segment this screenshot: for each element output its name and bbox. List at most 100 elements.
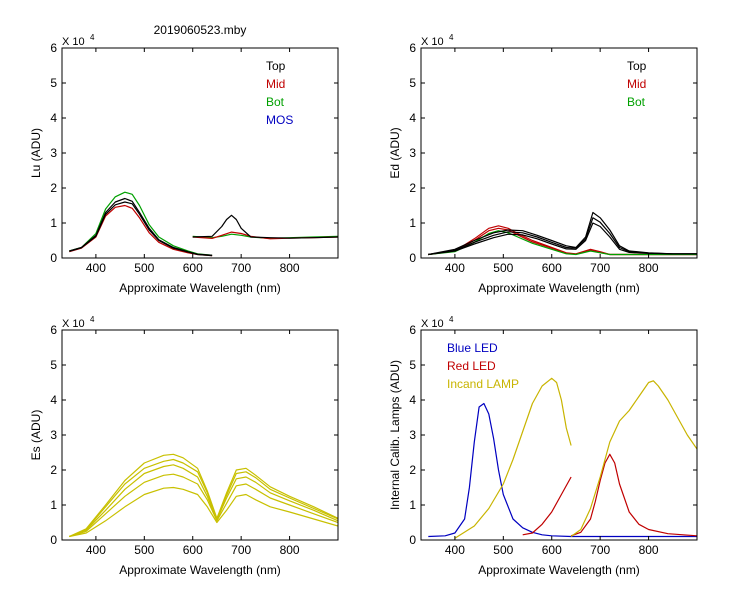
x-tick-label: 400: [445, 543, 465, 557]
chart-ed: 400 500 600 700 800 0 1 2 3 4 5 6 X 10 4 Approximate W…: [388, 33, 698, 295]
series-line-incand-lamp-0: [454, 377, 572, 539]
x-tick-label: 600: [542, 261, 562, 275]
series-line-top-1: [69, 201, 213, 257]
y-axis-label: Lu (ADU): [29, 128, 43, 178]
legend-entry-bot: Bot: [266, 95, 285, 109]
plot-frame: [61, 47, 339, 259]
y-tick-label: 4: [50, 111, 57, 125]
x-tick-label: 700: [590, 261, 610, 275]
legend-entry-red-led: Red LED: [447, 359, 496, 373]
series-line-es-0: [69, 486, 338, 538]
y-scale-exponent: 4: [449, 33, 454, 42]
series-group: [69, 453, 338, 538]
chart-cal: 400 500 600 700 800 0 1 2 3 4 5 6 X 10 4 Approximate W…: [388, 315, 698, 577]
series-line-es-2: [69, 464, 338, 538]
y-tick-label: 1: [50, 216, 57, 230]
x-axis-label: Approximate Wavelength (nm): [478, 281, 640, 295]
x-tick-label: 700: [231, 261, 251, 275]
x-tick-label: 800: [280, 543, 300, 557]
y-tick-label: 1: [409, 498, 416, 512]
chart-es: 400 500 600 700 800 0 1 2 3 4 5 6 X 10 4 Approximate W…: [29, 315, 339, 577]
x-tick-label: 700: [590, 543, 610, 557]
x-tick-label: 700: [231, 543, 251, 557]
series-line-top-2: [428, 222, 697, 256]
chart-lu: 400 500 600 700 800 0 1 2 3 4 5 6 X 10 4 Approximate W…: [29, 33, 339, 295]
legend-entry-blue-led: Blue LED: [447, 341, 498, 355]
file-title: 2019060523.mby: [154, 23, 247, 37]
legend-entry-mid: Mid: [627, 77, 646, 91]
x-tick-label: 800: [280, 261, 300, 275]
series-group: [69, 191, 338, 257]
series-line-top-1: [428, 217, 697, 256]
series-group: [428, 377, 697, 539]
y-scale-exponent: 4: [90, 33, 95, 42]
legend-entry-top: Top: [266, 59, 286, 73]
y-axis-label: Internal Calib. Lamps (ADU): [388, 360, 402, 510]
y-tick-label: 6: [50, 323, 57, 337]
x-tick-label: 800: [639, 261, 659, 275]
series-line-top-2: [192, 214, 338, 239]
y-tick-label: 2: [50, 181, 57, 195]
series-line-red-led-1: [570, 453, 697, 537]
series-line-red-led-0: [522, 476, 572, 536]
x-tick-label: 400: [445, 261, 465, 275]
x-tick-label: 600: [183, 261, 203, 275]
y-axis-label: Ed (ADU): [388, 127, 402, 178]
series-line-bot-0: [69, 191, 213, 256]
x-axis-label: Approximate Wavelength (nm): [478, 563, 640, 577]
series-line-mid-1: [428, 227, 697, 256]
x-tick-label: 600: [542, 543, 562, 557]
series-line-incand-lamp-1: [570, 380, 697, 537]
y-scale-factor: X 10: [421, 318, 444, 330]
y-tick-label: 6: [409, 41, 416, 55]
y-tick-label: 5: [50, 76, 57, 90]
y-tick-label: 2: [409, 181, 416, 195]
y-tick-label: 0: [409, 533, 416, 547]
series-line-bot-0: [428, 230, 697, 256]
y-scale-exponent: 4: [449, 315, 454, 324]
y-tick-label: 4: [409, 393, 416, 407]
series-line-es-3: [69, 458, 338, 538]
y-tick-label: 4: [50, 393, 57, 407]
y-tick-label: 5: [409, 358, 416, 372]
legend-entry-mos: MOS: [266, 113, 293, 127]
series-line-mid-0: [428, 225, 697, 256]
series-line-mid-0: [69, 204, 213, 257]
y-tick-label: 0: [50, 533, 57, 547]
x-tick-label: 400: [86, 261, 106, 275]
x-tick-label: 500: [134, 543, 154, 557]
y-scale-factor: X 10: [62, 318, 85, 330]
y-tick-label: 0: [50, 251, 57, 265]
y-scale-factor: X 10: [421, 36, 444, 48]
x-tick-label: 500: [493, 261, 513, 275]
y-tick-label: 6: [409, 323, 416, 337]
x-tick-label: 600: [183, 543, 203, 557]
y-tick-label: 2: [50, 463, 57, 477]
y-tick-label: 5: [50, 358, 57, 372]
y-axis-label: Es (ADU): [29, 410, 43, 461]
series-line-es-4: [69, 453, 338, 538]
series-line-es-1: [69, 473, 338, 538]
y-tick-label: 3: [50, 146, 57, 160]
legend-entry-mid: Mid: [266, 77, 285, 91]
series-group: [428, 211, 697, 256]
y-tick-label: 1: [409, 216, 416, 230]
x-tick-label: 500: [134, 261, 154, 275]
x-tick-label: 500: [493, 543, 513, 557]
y-tick-label: 4: [409, 111, 416, 125]
series-line-blue-led-0: [428, 402, 697, 538]
y-scale-exponent: 4: [90, 315, 95, 324]
x-tick-label: 800: [639, 543, 659, 557]
y-scale-factor: X 10: [62, 36, 85, 48]
y-tick-label: 3: [50, 428, 57, 442]
y-tick-label: 3: [409, 428, 416, 442]
y-tick-label: 5: [409, 76, 416, 90]
legend-entry-incand-lamp: Incand LAMP: [447, 377, 519, 391]
x-axis-label: Approximate Wavelength (nm): [119, 281, 281, 295]
x-tick-label: 400: [86, 543, 106, 557]
x-axis-label: Approximate Wavelength (nm): [119, 563, 281, 577]
legend-entry-top: Top: [627, 59, 647, 73]
y-tick-label: 6: [50, 41, 57, 55]
y-tick-label: 2: [409, 463, 416, 477]
